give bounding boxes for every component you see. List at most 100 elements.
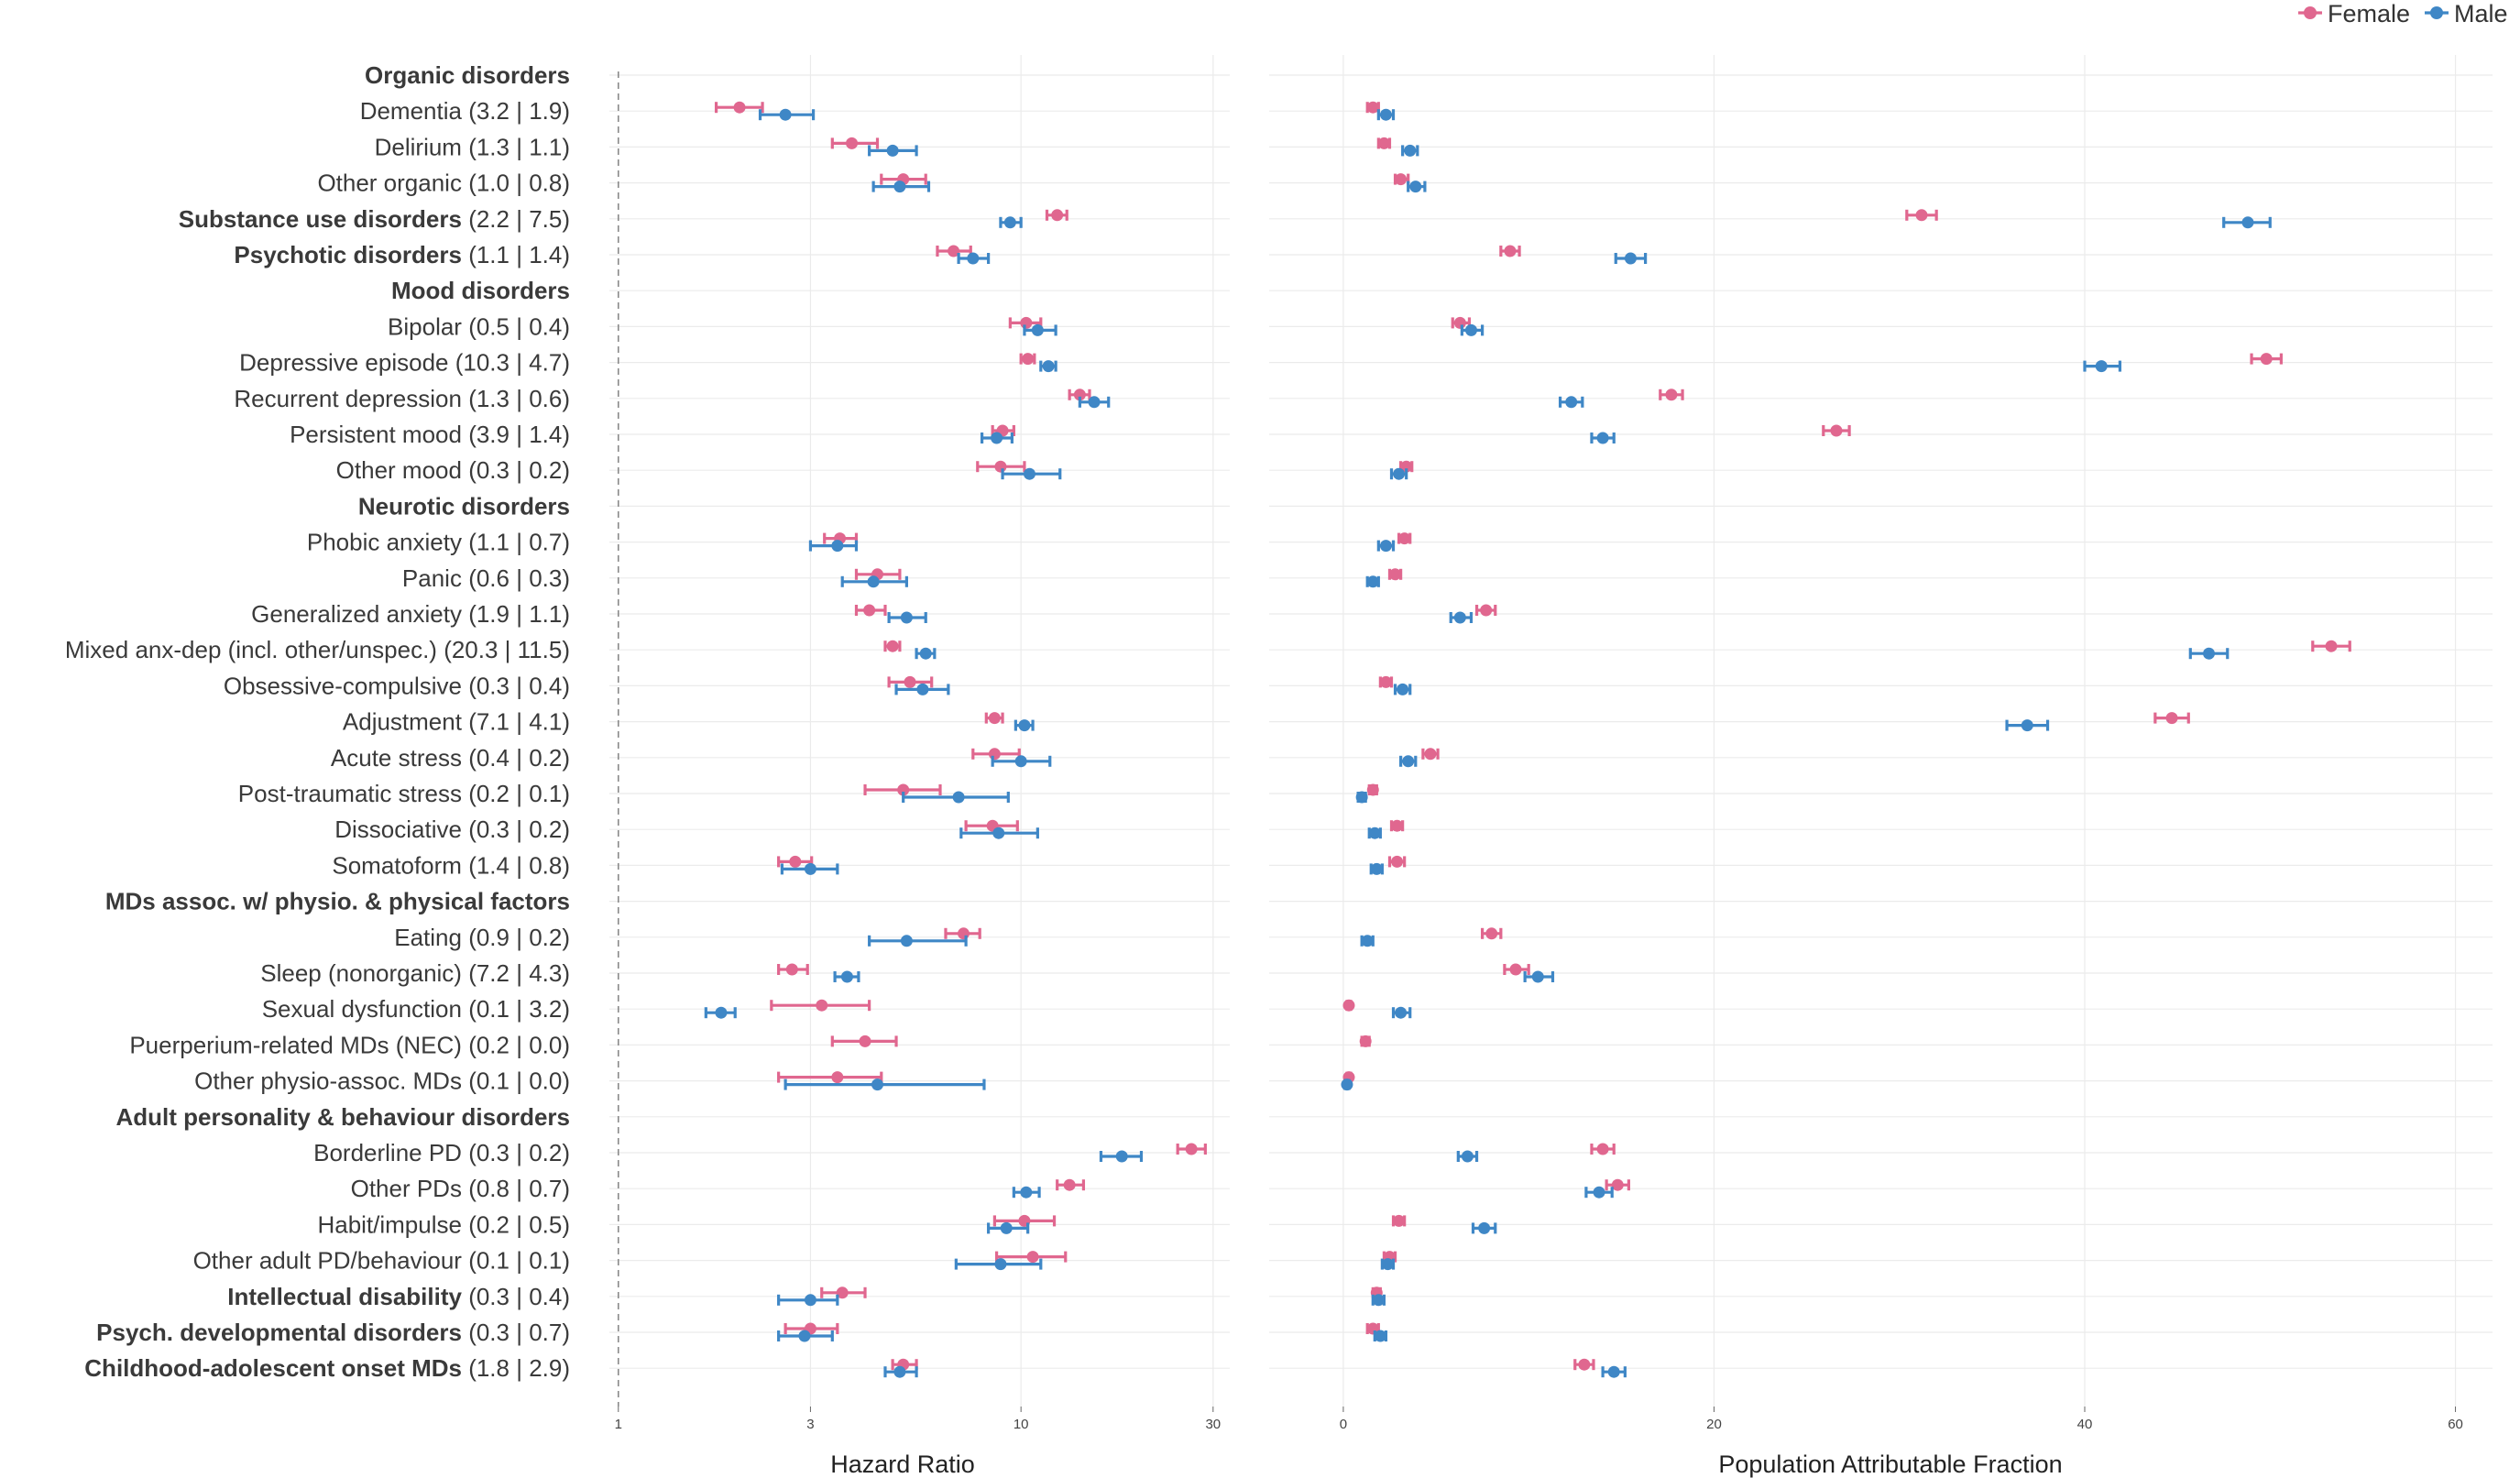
point-estimate — [1464, 323, 1477, 336]
point-estimate — [1915, 209, 1928, 222]
point-estimate — [2241, 216, 2254, 229]
female-hr-point — [777, 855, 814, 868]
male-hr-point — [959, 827, 1039, 839]
point-estimate — [1020, 316, 1033, 329]
male-paf-point — [1369, 862, 1384, 875]
row-label-name: Adult personality & behaviour disorders — [115, 1103, 570, 1131]
male-paf-point — [1584, 1186, 1614, 1199]
point-estimate — [2203, 647, 2216, 660]
point-estimate — [1607, 1365, 1620, 1378]
female-hr-point — [1019, 353, 1036, 366]
row-label-name: Mixed anx-dep (incl. other/unspec.) — [65, 636, 437, 663]
hazard-ratio-axis-title: Hazard Ratio — [830, 1451, 975, 1478]
row-label: Recurrent depression (1.3 | 0.6) — [234, 385, 570, 412]
point-estimate — [1611, 1178, 1624, 1191]
point-estimate — [798, 1330, 811, 1342]
female-paf-point — [1393, 173, 1410, 186]
row-label-name: Organic disorders — [365, 61, 570, 89]
paf-tick-label: 0 — [1340, 1417, 1347, 1432]
point-estimate — [1400, 460, 1413, 473]
point-estimate — [1397, 683, 1409, 695]
legend-label: Female — [2328, 0, 2410, 27]
point-estimate — [871, 1078, 884, 1091]
male-paf-point — [2188, 647, 2230, 660]
female-paf-point — [2250, 353, 2284, 366]
male-paf-point — [1373, 1330, 1388, 1342]
point-estimate — [1453, 611, 1466, 624]
female-hr-point — [994, 1251, 1068, 1264]
row-label: Psychotic disorders (1.1 | 1.4) — [234, 241, 570, 268]
row-label-counts: (2.2 | 7.5) — [462, 205, 570, 233]
hr-tick-label: 30 — [1205, 1417, 1221, 1432]
row-label-counts: (0.2 | 0.5) — [462, 1210, 570, 1238]
point-estimate — [831, 1071, 844, 1084]
row-label: Mood disorders — [391, 277, 570, 304]
row-label: Adjustment (7.1 | 4.1) — [343, 708, 570, 736]
row-label-name: Sexual dysfunction — [262, 995, 462, 1023]
point-estimate — [952, 791, 965, 804]
male-hr-point — [1023, 323, 1057, 336]
hr-tick-label: 3 — [806, 1417, 814, 1432]
point-estimate — [1504, 245, 1517, 257]
point-estimate — [2021, 719, 2033, 732]
point-estimate — [1366, 783, 1379, 796]
male-paf-point — [1558, 396, 1584, 409]
male-hr-point — [808, 540, 859, 553]
point-estimate — [967, 252, 980, 265]
legend-item: Male — [2425, 0, 2508, 27]
point-estimate — [715, 1006, 728, 1019]
point-estimate — [957, 927, 970, 940]
point-estimate — [1379, 540, 1392, 553]
female-paf-point — [1605, 1178, 1631, 1191]
point-estimate — [1377, 137, 1390, 149]
hazard-ratio-panel: 1 3 10 30 — [609, 55, 1230, 1432]
female-paf-point — [1389, 819, 1405, 832]
row-label: Obsessive-compulsive (0.3 | 0.4) — [224, 672, 570, 699]
point-estimate — [1020, 1186, 1033, 1199]
row-label: MDs assoc. w/ physio. & physical factors — [105, 888, 570, 915]
row-label-counts: (0.3 | 0.2) — [462, 456, 570, 484]
point-estimate — [1185, 1143, 1198, 1155]
row-label-counts: (0.5 | 0.4) — [462, 312, 570, 340]
row-label-counts: (1.4 | 0.8) — [462, 851, 570, 879]
row-label-name: Other PDs — [351, 1175, 462, 1202]
row-label: Post-traumatic stress (0.2 | 0.1) — [238, 780, 570, 807]
female-paf-point — [1376, 137, 1392, 149]
row-label-name: Delirium — [375, 133, 462, 160]
point-estimate — [1379, 108, 1392, 121]
male-hr-point — [868, 144, 918, 157]
male-paf-point — [1376, 540, 1396, 553]
male-hr-point — [1078, 396, 1111, 409]
point-estimate — [1370, 862, 1383, 875]
point-estimate — [1402, 755, 1415, 768]
male-hr-point — [954, 1258, 1043, 1271]
female-paf-point — [1391, 1214, 1407, 1227]
point-estimate — [1063, 1178, 1076, 1191]
row-label: Other organic (1.0 | 0.8) — [317, 170, 570, 197]
row-label-counts: (7.1 | 4.1) — [462, 708, 570, 736]
point-estimate — [1115, 1150, 1128, 1163]
point-estimate — [785, 963, 798, 976]
male-paf-point — [1376, 108, 1396, 121]
point-estimate — [1665, 389, 1678, 401]
row-label-name: Other mood — [336, 456, 462, 484]
female-paf-point — [1481, 927, 1503, 940]
point-estimate — [1395, 1006, 1408, 1019]
row-label-name: Recurrent depression — [234, 385, 462, 412]
male-hr-point — [780, 862, 839, 875]
point-estimate — [1565, 396, 1578, 409]
point-estimate — [893, 181, 906, 193]
female-hr-point — [887, 675, 934, 688]
row-label: Generalized anxiety (1.9 | 1.1) — [251, 600, 570, 628]
male-paf-point — [1365, 575, 1380, 588]
legend-item: Female — [2298, 0, 2410, 27]
male-paf-point — [1614, 252, 1648, 265]
row-label-name: Other organic — [317, 170, 462, 197]
point-estimate — [859, 1035, 871, 1047]
row-label-name: Bipolar — [388, 312, 462, 340]
paf-axis-title: Population Attributable Fraction — [1718, 1451, 2062, 1478]
row-label-name: Substance use disorders — [179, 205, 462, 233]
point-estimate — [1395, 173, 1408, 186]
point-estimate — [733, 101, 746, 114]
